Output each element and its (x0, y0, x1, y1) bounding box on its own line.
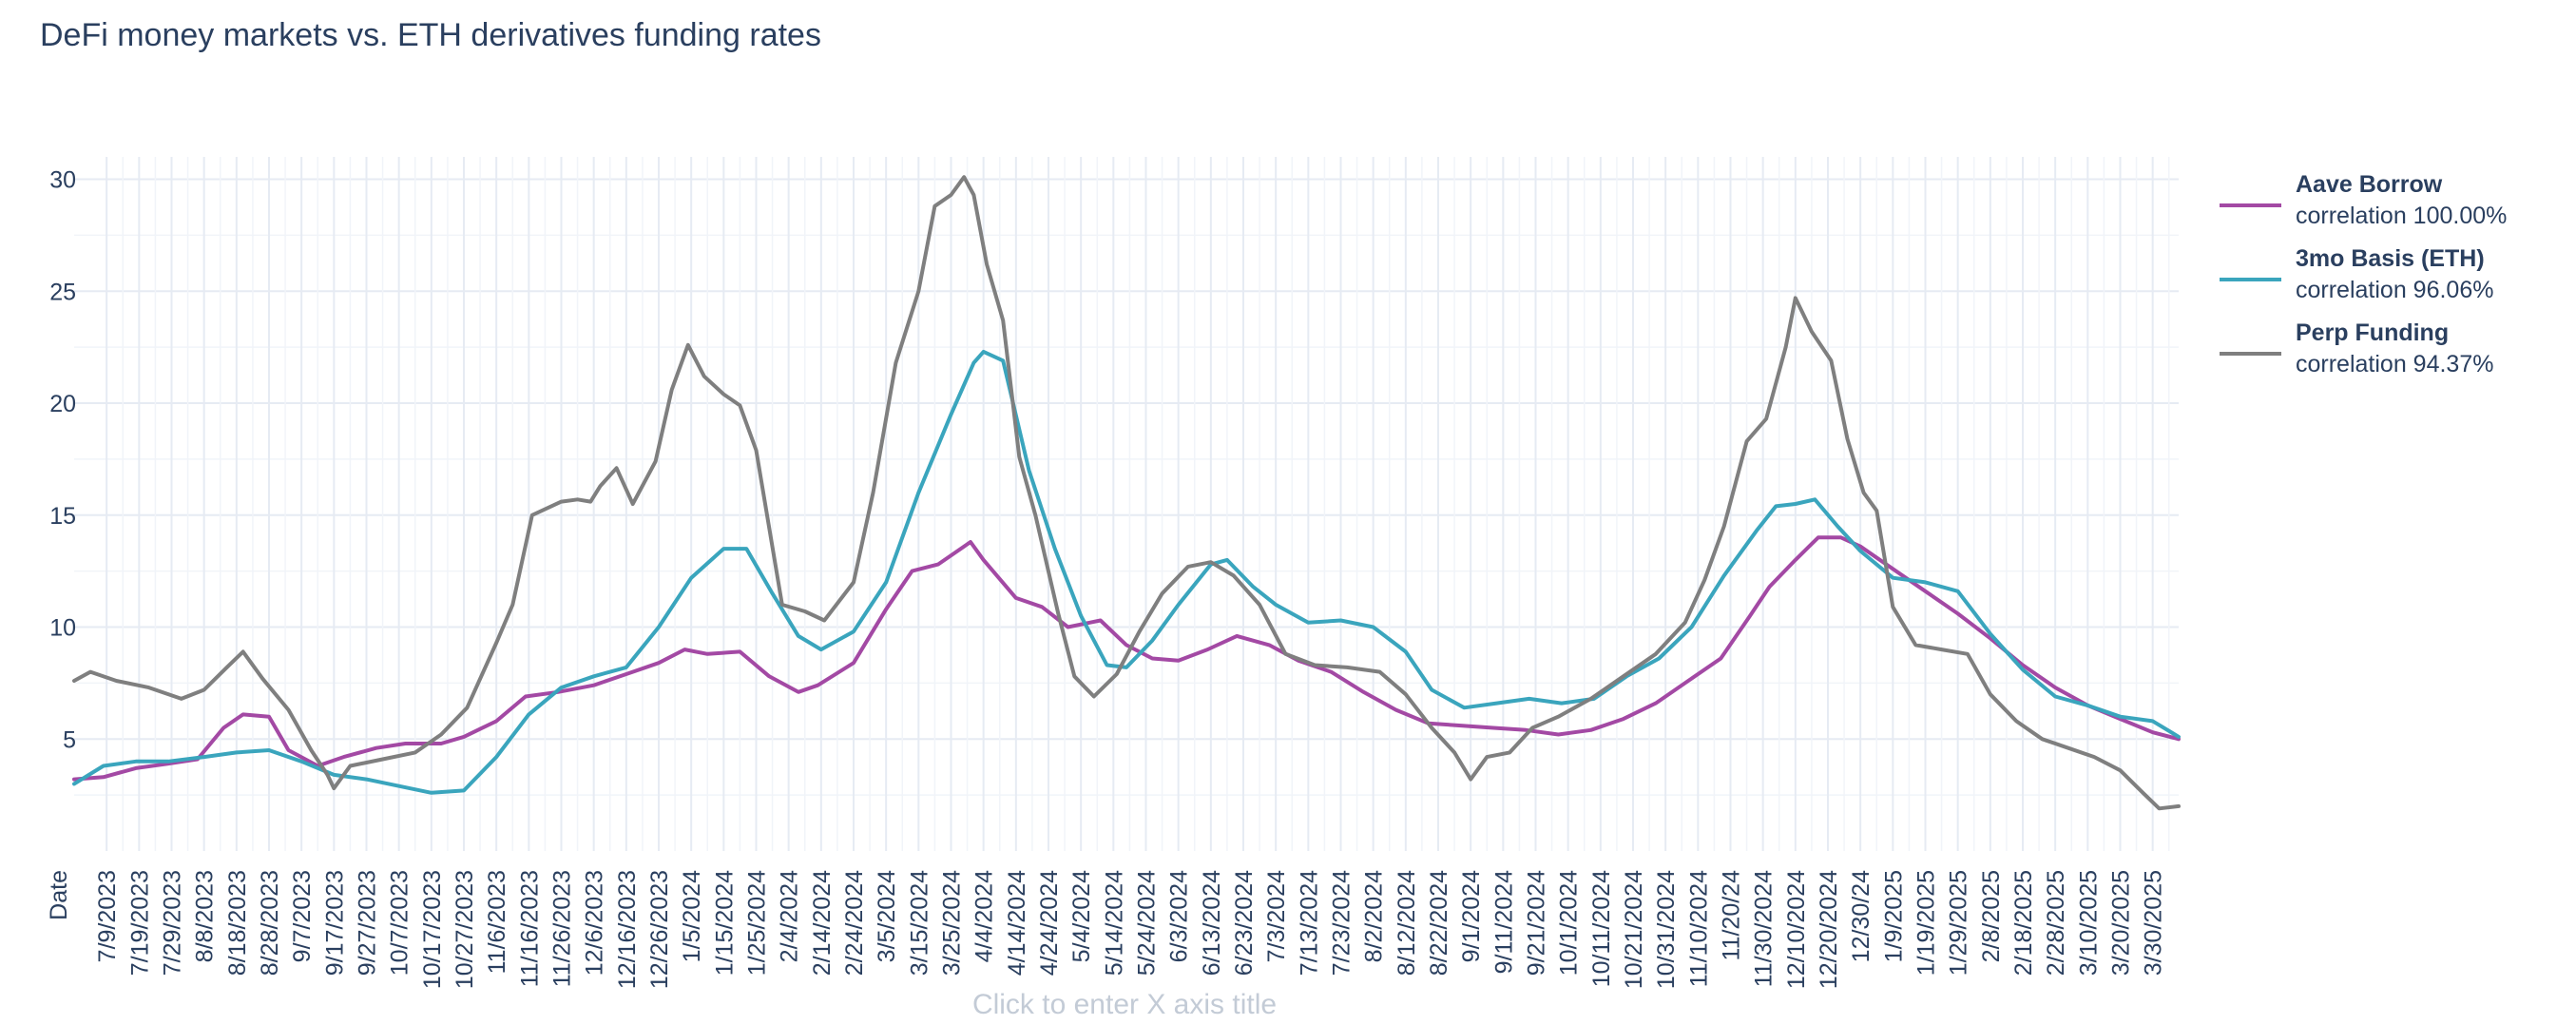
legend-series-name[interactable]: Perp Funding (2296, 319, 2449, 346)
x-tick-label: 12/20/2024 (1816, 870, 1842, 989)
x-tick-label: 5/14/2024 (1101, 870, 1127, 976)
x-tick-label: 11/30/2024 (1751, 870, 1778, 987)
x-tick-label: 11/10/2024 (1685, 870, 1712, 987)
x-tick-label: 2/8/2025 (1978, 870, 2005, 962)
x-tick-label: 7/19/2023 (126, 870, 153, 976)
x-tick-label: 12/16/2023 (614, 870, 641, 989)
x-tick-label: 3/20/2025 (2108, 870, 2135, 976)
x-tick-label: 10/7/2023 (387, 870, 413, 976)
x-tick-label: 8/22/2024 (1426, 870, 1452, 976)
series-line-2 (72, 349, 2181, 795)
x-tick-label: 10/21/2024 (1621, 870, 1647, 989)
x-tick-label: 10/31/2024 (1653, 870, 1680, 989)
y-tick-label: 30 (49, 167, 76, 194)
y-tick-label: 15 (49, 503, 76, 530)
x-tick-label: 10/1/2024 (1556, 870, 1583, 976)
x-tick-label: 11/16/2023 (516, 870, 543, 987)
legend: Aave Borrow correlation 100.00% 3mo Basis … (2220, 171, 2507, 377)
x-tick-label: 7/9/2023 (94, 870, 121, 962)
legend-correlation: correlation 96.06% (2296, 277, 2493, 303)
x-tick-label: 3/30/2025 (2141, 870, 2167, 976)
x-tick-label: 2/28/2025 (2043, 870, 2069, 976)
x-tick-label: 4/14/2024 (1004, 870, 1030, 976)
x-tick-label: 1/15/2024 (711, 870, 738, 976)
x-tick-label: 9/7/2023 (289, 870, 316, 962)
x-tick-label: 8/12/2024 (1394, 870, 1420, 976)
x-tick-label: 9/17/2023 (321, 870, 348, 976)
legend-correlation: correlation 100.00% (2296, 203, 2507, 229)
x-tick-label: 12/26/2023 (646, 870, 673, 989)
x-tick-label: 5/4/2024 (1068, 870, 1095, 962)
x-tick-label: 9/21/2024 (1524, 870, 1550, 976)
x-tick-label: 12/6/2023 (582, 870, 608, 976)
x-tick-label: 12/10/2024 (1783, 870, 1810, 989)
x-tick-label: 2/18/2025 (2010, 870, 2037, 976)
x-tick-label: 9/27/2023 (355, 870, 381, 976)
x-tick-label: 8/18/2023 (224, 870, 251, 976)
x-tick-label: 10/27/2023 (452, 870, 478, 989)
legend-series-name[interactable]: 3mo Basis (ETH) (2296, 245, 2485, 272)
x-tick-label: 3/15/2024 (906, 870, 932, 976)
x-tick-label: 2/24/2024 (841, 870, 868, 976)
x-tick-label: 9/11/2024 (1490, 870, 1517, 974)
x-tick-label: 12/30/24 (1848, 870, 1874, 962)
x-tick-label: 9/1/2024 (1458, 870, 1485, 962)
series-line-3 (72, 175, 2181, 811)
x-tick-label: 1/29/2025 (1946, 870, 1972, 976)
x-tick-label: 7/23/2024 (1329, 870, 1355, 976)
series-line-1 (72, 535, 2181, 782)
y-tick-label: 5 (63, 726, 76, 753)
x-tick-label: 10/17/2023 (419, 870, 446, 989)
x-tick-label: 2/14/2024 (809, 870, 836, 976)
x-tick-label: 7/29/2023 (160, 870, 186, 976)
x-tick-label: 1/19/2025 (1913, 870, 1940, 976)
grid (74, 157, 2179, 851)
x-tick-label: 11/20/24 (1719, 870, 1745, 961)
x-tick-label: 7/3/2024 (1263, 870, 1290, 962)
legend-series-name[interactable]: Aave Borrow (2296, 171, 2443, 198)
x-tick-label: 1/25/2024 (744, 870, 771, 976)
x-tick-label: 8/28/2023 (257, 870, 283, 976)
x-tick-label: 6/3/2024 (1166, 870, 1193, 962)
x-tick-label: 2/4/2024 (777, 870, 803, 962)
x-tick-label: 1/5/2024 (679, 870, 705, 962)
x-tick-label: 4/24/2024 (1036, 870, 1063, 976)
series-lines (72, 175, 2181, 811)
x-tick-label: 8/8/2023 (192, 870, 219, 962)
x-tick-label: 3/25/2024 (939, 870, 966, 976)
x-tick-label: 11/6/2023 (484, 870, 510, 974)
y-tick-label: 20 (49, 391, 76, 417)
x-tick-label: 6/13/2024 (1199, 870, 1225, 976)
y-tick-label: 25 (49, 279, 76, 305)
x-axis-title[interactable]: Click to enter X axis title (972, 989, 1277, 1020)
y-tick-label: 10 (49, 615, 76, 642)
legend-correlation: correlation 94.37% (2296, 351, 2493, 377)
y-axis: 5 10 15 20 25 30 (49, 167, 76, 754)
x-tick-label: 3/5/2024 (874, 870, 900, 962)
x-tick-label: 3/10/2025 (2075, 870, 2102, 976)
x-tick-label: 8/2/2024 (1361, 870, 1388, 962)
x-axis: Date 7/9/2023 7/19/2023 7/29/2023 8/8/2023 8… (46, 870, 2167, 989)
x-tick-label: 5/24/2024 (1134, 870, 1161, 976)
x-tick-label: 4/4/2024 (971, 870, 998, 962)
x-axis-start-label: Date (46, 870, 72, 920)
x-tick-label: 6/23/2024 (1231, 870, 1258, 976)
x-tick-label: 1/9/2025 (1880, 870, 1907, 962)
chart-title: DeFi money markets vs. ETH derivatives f… (40, 17, 821, 53)
x-tick-label: 10/11/2024 (1588, 870, 1615, 987)
x-tick-label: 11/26/2023 (549, 870, 576, 987)
x-tick-label: 7/13/2024 (1296, 870, 1322, 976)
